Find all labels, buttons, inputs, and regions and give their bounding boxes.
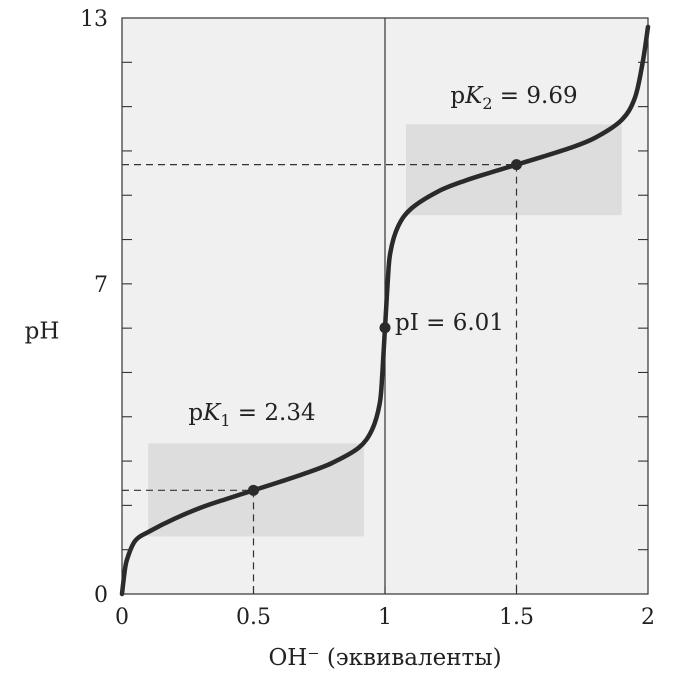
x-tick-label-1.5: 1.5 bbox=[499, 605, 534, 630]
x-tick-label-0.5: 0.5 bbox=[236, 605, 271, 630]
plot-frame bbox=[121, 17, 649, 595]
pk2-prefix: p bbox=[450, 83, 465, 109]
x-tick-label-2: 2 bbox=[641, 605, 655, 630]
data-point-1 bbox=[248, 484, 259, 496]
data-point-2 bbox=[379, 322, 391, 334]
pk1-prefix: p bbox=[188, 400, 203, 426]
y-axis-label: pH bbox=[25, 318, 60, 344]
buffer-region-2 bbox=[406, 124, 622, 216]
x-tick-label-1: 1 bbox=[378, 605, 392, 630]
data-point-3 bbox=[511, 159, 522, 171]
pi-annotation: pI = 6.01 bbox=[395, 310, 504, 336]
y-tick-label-13: 13 bbox=[80, 7, 108, 32]
pk2-annotation: pK2 = 9.69 bbox=[450, 83, 577, 113]
pk1-value: = 2.34 bbox=[231, 400, 316, 426]
titration-curve bbox=[119, 24, 651, 597]
y-tick-label-0: 0 bbox=[94, 583, 108, 608]
pk2-subscript: 2 bbox=[482, 94, 492, 113]
pk1-annotation: pK1 = 2.34 bbox=[188, 400, 315, 430]
pk2-value: = 9.69 bbox=[493, 83, 578, 109]
pk2-variable: K bbox=[464, 83, 484, 109]
y-tick-label-7: 7 bbox=[94, 273, 108, 298]
x-axis-label: OH⁻ (эквиваленты) bbox=[268, 645, 501, 671]
x-tick-label-0: 0 bbox=[115, 605, 129, 630]
pk1-subscript: 1 bbox=[220, 411, 230, 430]
pk1-variable: K bbox=[202, 400, 222, 426]
